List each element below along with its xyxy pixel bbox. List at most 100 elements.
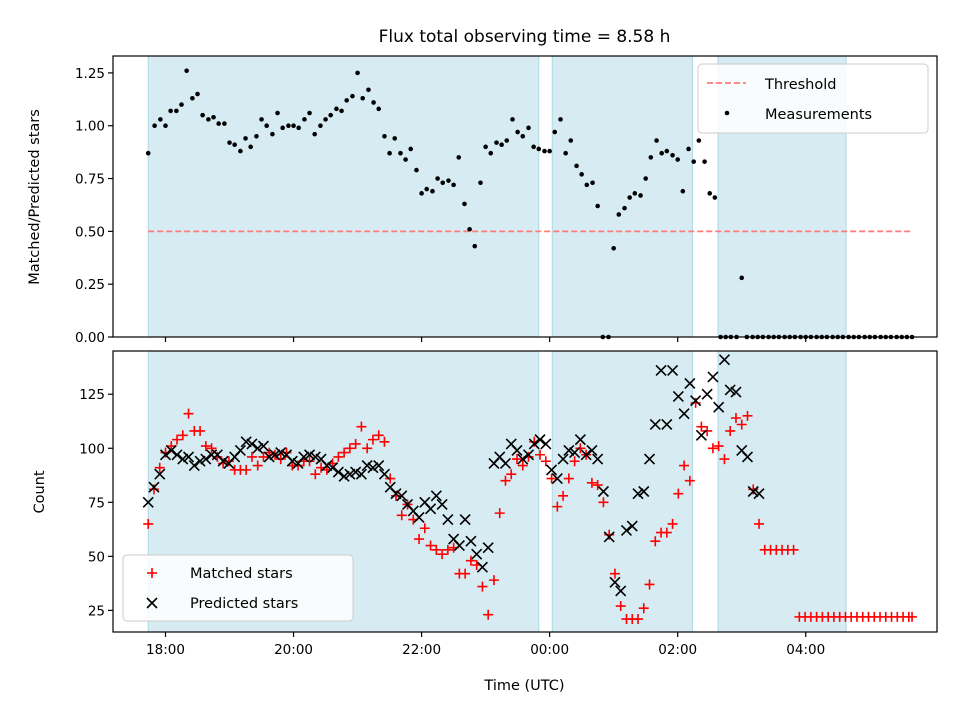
predicted-star-point	[586, 444, 598, 456]
matched-star-point	[644, 579, 655, 590]
y-tick-label: 0.50	[75, 224, 105, 240]
predicted-star-point	[609, 576, 621, 588]
measurement-point	[483, 144, 488, 150]
matched-star-point	[650, 536, 661, 547]
matched-star-point	[258, 451, 269, 462]
predicted-star-point	[373, 459, 385, 472]
counts-y-ticks: 25 50 75 100 125	[79, 387, 113, 619]
predicted-star-point	[436, 498, 448, 511]
counts-x-ticks: 18:00 20:00 22:00 00:00 02:00 04:00	[146, 632, 825, 658]
matched-star-point	[707, 443, 718, 454]
measurement-point	[291, 123, 296, 129]
ratio-legend-box	[697, 63, 929, 134]
y-tick-label: 25	[88, 603, 105, 619]
predicted-star-point	[534, 434, 546, 446]
measurement-point	[467, 226, 472, 232]
matched-star-point	[148, 484, 159, 495]
predicted-star-point	[424, 503, 437, 515]
measurement-point	[622, 205, 627, 211]
measurement-point	[430, 188, 435, 194]
matched-star-point	[552, 501, 563, 512]
matched-star-point	[350, 438, 361, 449]
matched-star-point	[535, 449, 546, 460]
measurement-point	[238, 148, 243, 154]
observing-window-1	[551, 55, 693, 338]
count-points	[142, 354, 918, 625]
matched-star-point	[241, 464, 252, 475]
matched-star-point	[362, 443, 373, 454]
matched-star-point	[414, 534, 425, 545]
predicted-star-point	[678, 408, 690, 420]
predicted-star-point	[194, 455, 206, 467]
legend-measurement-swatch	[724, 110, 730, 116]
predicted-star-point	[499, 457, 512, 469]
measurement-point	[643, 176, 648, 181]
measurement-point	[590, 180, 595, 186]
matched-star-point	[540, 456, 551, 467]
measurement-point	[488, 150, 494, 156]
predicted-star-point	[701, 388, 713, 400]
measurement-point	[638, 193, 643, 198]
predicted-star-point	[638, 485, 650, 498]
measurement-point	[627, 195, 632, 200]
matched-star-point	[788, 544, 799, 555]
matched-star-point	[713, 441, 724, 452]
measurement-point	[712, 195, 718, 200]
matched-star-point	[569, 456, 580, 467]
measurement-point	[222, 121, 227, 126]
matched-star-point	[195, 425, 206, 436]
x-axis-label: Time (UTC)	[483, 678, 564, 694]
matched-star-point	[396, 510, 407, 521]
measurement-point	[350, 93, 355, 99]
matched-star-point	[281, 447, 292, 458]
predicted-star-point	[655, 364, 667, 377]
predicted-star-point	[471, 548, 483, 560]
predicted-star-point	[413, 511, 425, 524]
predicted-star-point	[643, 453, 656, 465]
measurement-point	[339, 108, 344, 114]
matched-star-point	[638, 603, 649, 614]
measurement-point	[328, 112, 333, 118]
predicted-star-point	[718, 354, 731, 366]
predicted-star-point	[327, 462, 339, 474]
measurement-point	[515, 129, 520, 135]
matched-star-point	[742, 410, 753, 421]
predicted-star-point	[580, 449, 592, 461]
legend-predicted-swatch	[146, 597, 158, 609]
ratio-y-ticks: 0.00 0.25 0.50 0.75 1.00 1.25	[75, 66, 113, 346]
matched-star-point	[344, 443, 355, 454]
predicted-star-point	[592, 453, 604, 465]
predicted-star-point	[517, 453, 529, 465]
measurement-point	[398, 150, 403, 156]
measurement-point	[307, 110, 312, 116]
y-tick-label: 100	[79, 441, 105, 457]
measurement-point	[499, 142, 504, 148]
matched-star-point	[661, 527, 672, 538]
y-tick-label: 125	[79, 387, 105, 403]
predicted-star-point	[747, 485, 759, 498]
y-tick-label: 75	[88, 495, 105, 511]
predicted-star-point	[690, 395, 702, 407]
measurement-point	[366, 87, 371, 93]
measurement-point	[616, 212, 622, 217]
matched-star-point	[506, 469, 517, 480]
predicted-star-point	[303, 449, 316, 461]
measurement-point	[680, 188, 686, 194]
matched-star-point	[310, 469, 321, 480]
predicted-star-point	[442, 514, 454, 526]
legend-threshold-label: Threshold	[764, 77, 836, 93]
measurement-point	[387, 150, 392, 156]
predicted-star-point	[188, 459, 200, 472]
counts-legend: Matched stars Predicted stars	[122, 554, 354, 622]
measurement-point	[558, 117, 563, 122]
chart-title: Flux total observing time = 8.58 h	[379, 27, 671, 47]
measurement-point	[152, 123, 157, 129]
matched-star-point	[431, 544, 442, 555]
measurement-point	[371, 100, 376, 105]
measurement-point	[579, 172, 584, 177]
matched-star-point	[379, 436, 390, 447]
measurement-point	[462, 201, 467, 207]
x-tick-label: 18:00	[146, 642, 185, 658]
measurement-point	[568, 138, 574, 143]
measurement-point	[344, 98, 349, 103]
